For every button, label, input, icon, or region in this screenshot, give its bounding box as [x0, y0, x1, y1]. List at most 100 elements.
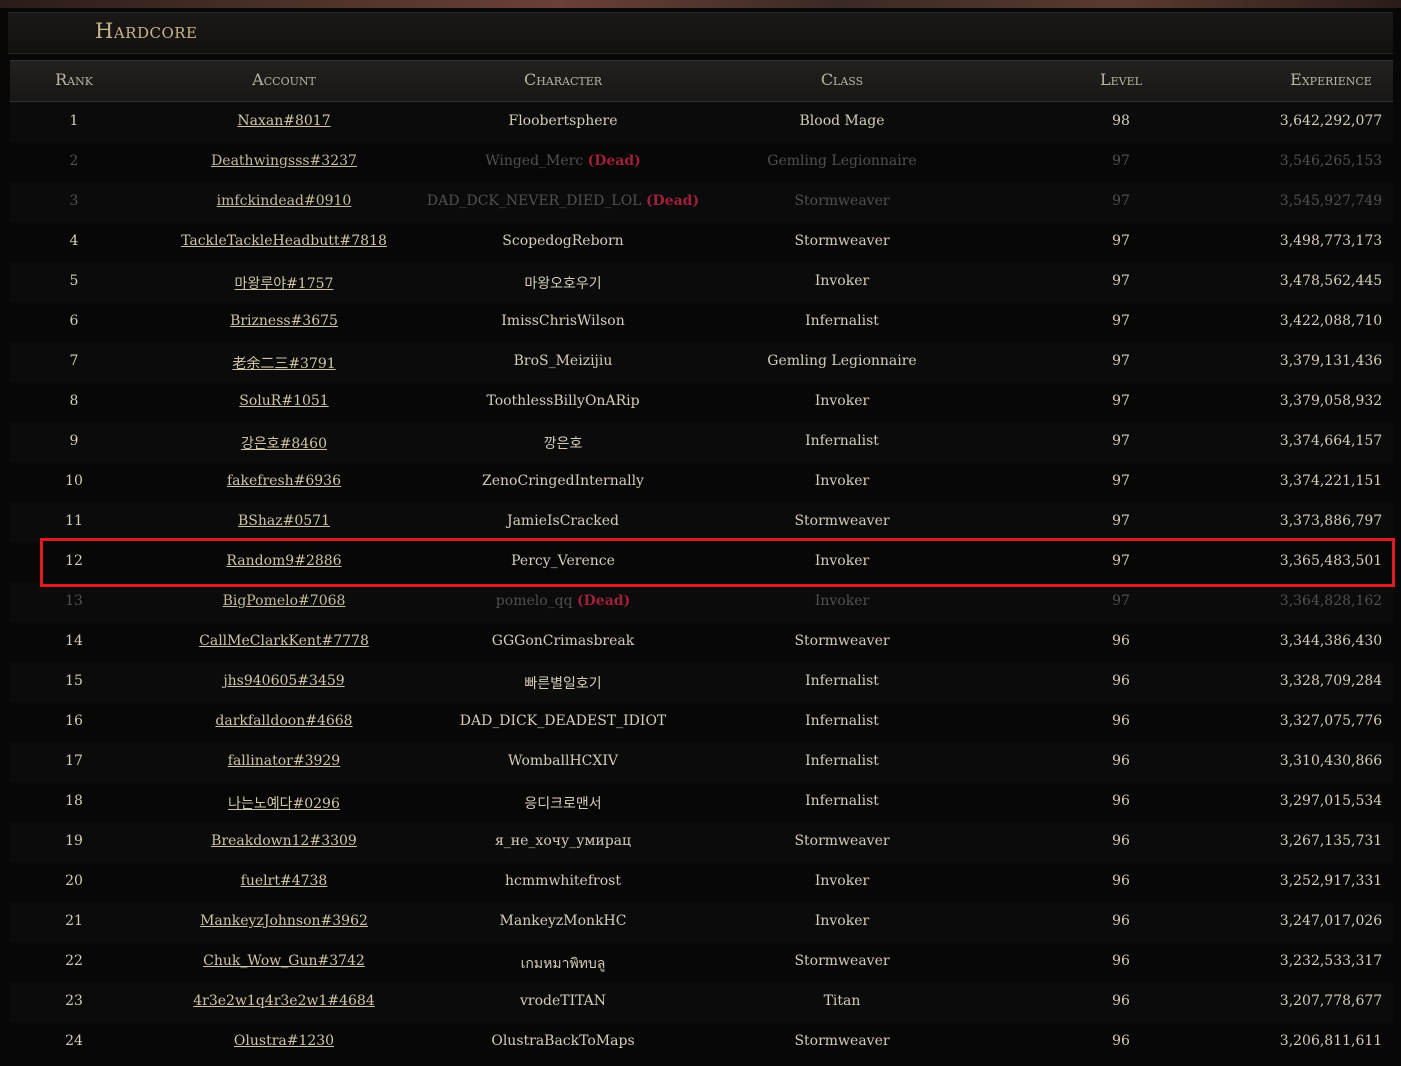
account-cell[interactable]: Breakdown12#3309: [211, 833, 357, 849]
experience-cell: 3,546,265,153: [1279, 153, 1383, 169]
rank-cell: 22: [65, 953, 83, 969]
account-cell[interactable]: Chuk_Wow_Gun#3742: [203, 953, 365, 969]
account-cell[interactable]: SoluR#1051: [239, 393, 329, 409]
level-cell: 97: [1112, 593, 1130, 609]
table-row: 17 fallinator#3929 WomballHCXIV Infernalist…: [10, 742, 1393, 782]
character-cell: 빠른별일호기: [524, 673, 601, 693]
character-name: 빠른별일호기: [524, 676, 602, 692]
character-cell: 깡은호: [544, 433, 583, 453]
table-row: 20 fuelrt#4738 hcmmwhitefrost Invoker 96 3,25…: [10, 862, 1393, 902]
experience-cell: 3,327,075,776: [1279, 713, 1383, 729]
account-cell[interactable]: BigPomelo#7068: [222, 593, 346, 609]
table-row: 23 4r3e2w1q4r3e2w1#4684 vrodeTITAN Titan 96 3…: [10, 982, 1393, 1022]
account-cell[interactable]: imfckindead#0910: [216, 193, 352, 209]
rank-cell: 9: [69, 433, 79, 449]
character-name: Percy_Verence: [511, 553, 615, 569]
class-cell: Gemling Legionnaire: [767, 353, 917, 369]
column-header-character[interactable]: Character: [523, 70, 603, 89]
character-cell: hcmmwhitefrost: [505, 873, 621, 889]
class-cell: Blood Mage: [799, 113, 885, 129]
account-cell[interactable]: CallMeClarkKent#7778: [199, 633, 369, 649]
character-name: DAD_DCK_NEVER_DIED_LOL: [426, 193, 642, 209]
account-cell[interactable]: darkfalldoon#4668: [215, 713, 353, 729]
rank-cell: 19: [65, 833, 83, 849]
level-cell: 97: [1112, 473, 1130, 489]
experience-cell: 3,374,664,157: [1279, 433, 1383, 449]
table-row: 12 Random9#2886 Percy_Verence Invoker 97 3,36…: [10, 542, 1393, 582]
class-cell: Infernalist: [805, 793, 879, 809]
table-row: 18 나는노예다#0296 응디크로맨서 Infernalist 96 3,297,015…: [10, 782, 1393, 822]
table-row: 21 MankeyzJohnson#3962 MankeyzMonkHC Invoke…: [10, 902, 1393, 942]
character-name: GGGonCrimasbreak: [491, 633, 635, 649]
column-header-rank[interactable]: Rank: [55, 70, 93, 89]
column-header-account[interactable]: Account: [252, 70, 316, 89]
experience-cell: 3,247,017,026: [1279, 913, 1383, 929]
page-title: Hardcore: [95, 19, 198, 43]
account-cell[interactable]: 나는노예다#0296: [228, 796, 340, 812]
title-bar: Hardcore: [8, 12, 1393, 54]
character-cell: JamieIsCracked: [507, 513, 619, 529]
account-cell[interactable]: Naxan#8017: [237, 113, 331, 129]
level-cell: 97: [1112, 233, 1130, 249]
rank-cell: 18: [65, 793, 83, 809]
table-row: 9 강은호#8460 깡은호 Infernalist 97 3,374,664,157: [10, 422, 1393, 462]
class-cell: Stormweaver: [794, 513, 890, 529]
column-header-experience[interactable]: Experience: [1290, 70, 1372, 89]
level-cell: 97: [1112, 513, 1130, 529]
rank-cell: 24: [65, 1033, 83, 1049]
experience-cell: 3,267,135,731: [1279, 833, 1383, 849]
class-cell: Infernalist: [805, 753, 879, 769]
character-cell: MankeyzMonkHC: [500, 913, 627, 929]
rank-cell: 16: [65, 713, 83, 729]
account-cell[interactable]: 강은호#8460: [241, 436, 327, 452]
experience-cell: 3,365,483,501: [1279, 553, 1383, 569]
account-cell[interactable]: Deathwingsss#3237: [211, 153, 357, 169]
experience-cell: 3,545,927,749: [1279, 193, 1383, 209]
character-cell: WomballHCXIV: [508, 753, 618, 769]
level-cell: 96: [1112, 833, 1130, 849]
experience-cell: 3,232,533,317: [1279, 953, 1383, 969]
character-cell: DAD_DCK_NEVER_DIED_LOL (Dead): [427, 193, 699, 209]
rank-cell: 14: [65, 633, 83, 649]
account-cell[interactable]: MankeyzJohnson#3962: [200, 913, 368, 929]
level-cell: 96: [1112, 873, 1130, 889]
account-cell[interactable]: Random9#2886: [226, 553, 342, 569]
dead-tag: (Dead): [577, 593, 631, 609]
account-cell[interactable]: 마왕루야#1757: [234, 276, 334, 292]
experience-cell: 3,310,430,866: [1279, 753, 1383, 769]
character-cell: Floobertsphere: [508, 113, 617, 129]
account-cell[interactable]: fuelrt#4738: [240, 873, 328, 889]
experience-cell: 3,379,131,436: [1279, 353, 1383, 369]
account-cell[interactable]: fallinator#3929: [227, 753, 341, 769]
character-name: Floobertsphere: [508, 113, 618, 129]
account-cell[interactable]: 老余二三#3791: [232, 356, 336, 372]
character-cell: DAD_DICK_DEADEST_IDIOT: [460, 713, 667, 729]
account-cell[interactable]: jhs940605#3459: [223, 673, 345, 689]
column-header-class[interactable]: Class: [820, 70, 864, 89]
character-cell: OlustraBackToMaps: [491, 1033, 634, 1049]
character-name: DAD_DICK_DEADEST_IDIOT: [459, 713, 667, 729]
character-name: 응디크로맨서: [524, 796, 602, 812]
account-cell[interactable]: Olustra#1230: [233, 1033, 335, 1049]
character-name: hcmmwhitefrost: [505, 873, 621, 889]
rank-cell: 2: [69, 153, 79, 169]
class-cell: Invoker: [814, 913, 870, 929]
account-cell[interactable]: Brizness#3675: [230, 313, 338, 329]
class-cell: Invoker: [814, 553, 870, 569]
account-cell[interactable]: TackleTackleHeadbutt#7818: [181, 233, 387, 249]
table-row: 10 fakefresh#6936 ZenoCringedInternally Inv…: [10, 462, 1393, 502]
level-cell: 96: [1112, 913, 1130, 929]
level-cell: 96: [1112, 953, 1130, 969]
column-header-level[interactable]: Level: [1100, 70, 1142, 89]
account-cell[interactable]: 4r3e2w1q4r3e2w1#4684: [193, 993, 375, 1009]
character-name: 깡은호: [543, 436, 583, 452]
class-cell: Stormweaver: [794, 193, 890, 209]
experience-cell: 3,206,811,611: [1279, 1033, 1383, 1049]
table-row: 13 BigPomelo#7068 pomelo_qq (Dead) Invoker 9…: [10, 582, 1393, 622]
class-cell: Invoker: [814, 593, 870, 609]
account-cell[interactable]: BShaz#0571: [238, 513, 330, 529]
character-cell: เกมหมาพิทบลู: [521, 953, 606, 975]
level-cell: 98: [1112, 113, 1130, 129]
account-cell[interactable]: fakefresh#6936: [226, 473, 342, 489]
table-row: 14 CallMeClarkKent#7778 GGGonCrimasbreak St…: [10, 622, 1393, 662]
